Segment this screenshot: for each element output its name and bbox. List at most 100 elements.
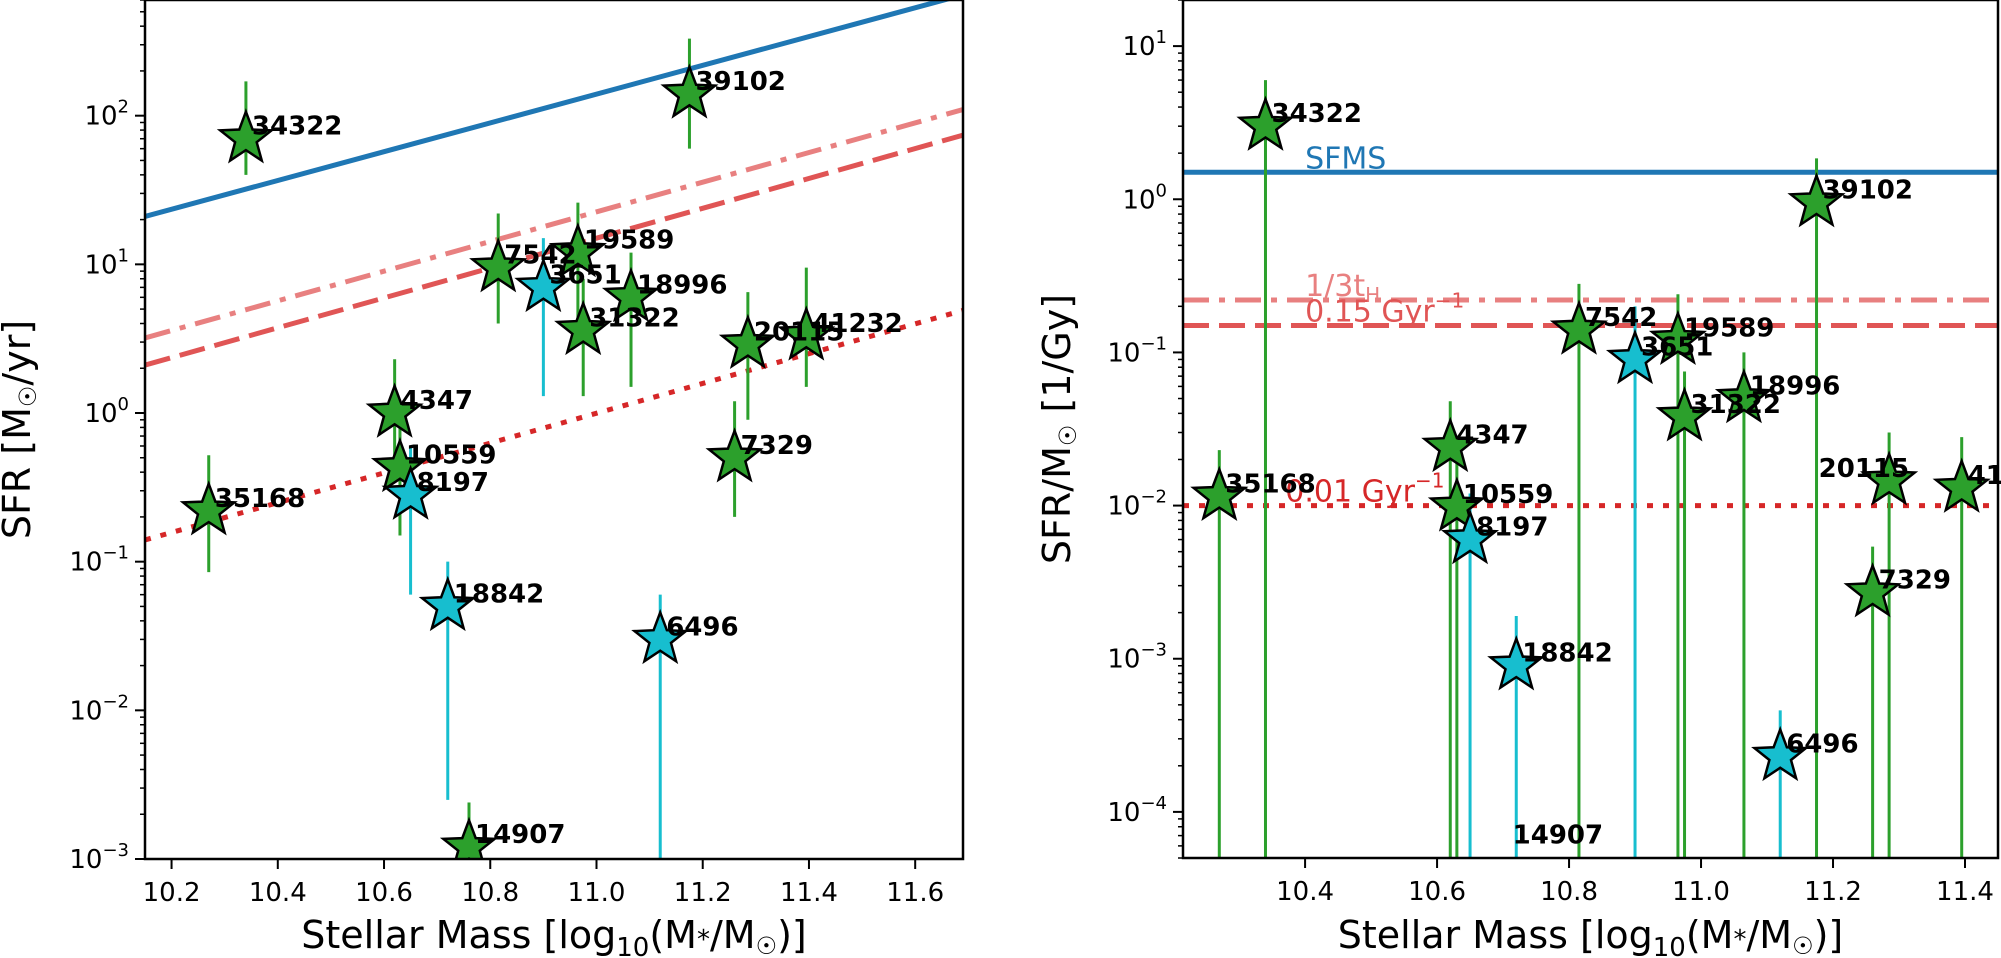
point-label-31322: 31322 (589, 303, 679, 333)
point-label-31322: 31322 (1691, 390, 1781, 420)
x-axis-label: Stellar Mass [log10(M*/M☉)] (1338, 913, 1844, 958)
data-point-star-7329[interactable] (705, 427, 764, 483)
data-point-star-35168[interactable] (179, 480, 238, 536)
x-tick-label: 10.6 (1408, 877, 1466, 907)
y-tick-label: 10−3 (69, 840, 129, 875)
x-tick-label: 11.4 (780, 878, 838, 908)
data-point-star-18842[interactable] (418, 575, 477, 632)
y-tick-label: 10−2 (1107, 487, 1167, 522)
point-label-18996: 18996 (1750, 372, 1840, 402)
point-label-20115: 20115 (1819, 454, 1909, 484)
point-label-18842: 18842 (454, 579, 544, 609)
point-label-19589: 19589 (584, 226, 674, 256)
data-point-star-20115[interactable] (718, 313, 777, 369)
data-point-star-7542[interactable] (469, 237, 528, 293)
data-point-star-19589[interactable] (1648, 309, 1707, 366)
reference-line-dotted (145, 307, 963, 543)
data-point-star-18996[interactable] (1714, 367, 1774, 424)
point-label-3651: 3651 (1641, 332, 1713, 362)
data-point-star-39102[interactable] (660, 63, 719, 119)
x-tick-label: 11.0 (1672, 877, 1730, 907)
x-tick-label: 10.8 (461, 878, 519, 908)
reference-line-label: SFMS (1305, 141, 1386, 176)
data-point-star-39102[interactable] (1787, 172, 1846, 228)
axes-frame (143, 0, 965, 861)
point-label-34322: 34322 (252, 112, 342, 142)
point-label-18842: 18842 (1522, 639, 1612, 669)
x-tick-label: 11.4 (1936, 877, 1994, 907)
data-point-star-6496[interactable] (1751, 725, 1810, 782)
x-axis-label: Stellar Mass [log10(M*/M☉)] (301, 913, 807, 958)
data-point-star-31322[interactable] (554, 299, 613, 356)
point-label-35168: 35168 (215, 484, 305, 514)
x-tick-label: 11.0 (568, 878, 626, 908)
y-tick-label: 10−1 (69, 543, 129, 578)
x-tick-label: 11.2 (674, 878, 732, 908)
data-point-star-6496[interactable] (631, 608, 690, 665)
x-tick-label: 10.6 (355, 878, 413, 908)
y-tick-label: 101 (84, 245, 129, 280)
point-label-41232: 41232 (812, 309, 902, 339)
point-label-6496: 6496 (1786, 729, 1858, 759)
data-point-star-8197[interactable] (1441, 509, 1500, 565)
x-tick-label: 11.6 (886, 878, 944, 908)
data-point-star-7329[interactable] (1843, 562, 1902, 618)
y-tick-label: 100 (1122, 180, 1167, 215)
y-tick-label: 102 (84, 97, 129, 132)
y-axis-label: SFR [M☉/yr] (0, 320, 42, 539)
x-tick-label: 10.2 (143, 878, 201, 908)
point-label-4347: 4347 (1456, 420, 1528, 450)
y-tick-label: 10−3 (1107, 640, 1167, 675)
point-label-8197: 8197 (417, 468, 489, 498)
y-axis-label: SFR/M☉ [1/Gy] (1035, 294, 1082, 564)
data-point-star-10559[interactable] (370, 436, 429, 493)
data-point-star-34322[interactable] (216, 108, 275, 164)
data-point-star-8197[interactable] (381, 464, 440, 520)
x-tick-label: 10.8 (1540, 877, 1598, 907)
reference-line-dashdot (145, 107, 963, 341)
x-tick-label: 10.4 (1276, 877, 1334, 907)
data-point-star-31322[interactable] (1655, 386, 1714, 442)
point-label-3651: 3651 (549, 260, 621, 290)
data-point-star-19589[interactable] (548, 222, 607, 278)
data-point-star-3651[interactable] (1605, 328, 1665, 385)
data-point-star-35168[interactable] (1190, 465, 1249, 521)
point-label-14907: 14907 (475, 820, 565, 850)
y-tick-label: 10−1 (1107, 333, 1167, 368)
point-label-35168: 35168 (1225, 469, 1315, 499)
x-tick-label: 10.4 (249, 878, 307, 908)
point-label-39102: 39102 (695, 67, 785, 97)
data-point-star-7542[interactable] (1549, 299, 1609, 355)
data-point-star-4347[interactable] (365, 382, 424, 438)
data-point-star-3651[interactable] (514, 256, 573, 313)
plot-area (145, 0, 963, 859)
point-label-39102: 39102 (1823, 176, 1913, 206)
reference-line-label: 1/3tH (1305, 269, 1380, 307)
point-label-7542: 7542 (504, 241, 576, 271)
data-point-star-4347[interactable] (1421, 416, 1480, 473)
axes-frame (1181, 0, 2000, 860)
point-label-7329: 7329 (1879, 566, 1951, 596)
point-label-7329: 7329 (741, 431, 813, 461)
point-label-34322: 34322 (1271, 99, 1361, 129)
data-point-star-34322[interactable] (1236, 95, 1295, 151)
y-tick-label: 10−2 (69, 691, 129, 726)
data-point-star-20115[interactable] (1860, 450, 1919, 506)
data-point-star-41232[interactable] (1932, 457, 1991, 513)
data-point-star-18842[interactable] (1487, 635, 1546, 691)
y-tick-label: 101 (1122, 27, 1167, 62)
data-point-star-41232[interactable] (777, 305, 836, 361)
point-label-6496: 6496 (666, 612, 738, 642)
point-label-8197: 8197 (1476, 513, 1548, 543)
point-label-10559: 10559 (406, 440, 496, 470)
x-tick-label: 11.2 (1804, 877, 1862, 907)
reference-line-dashed (145, 132, 963, 368)
data-point-star-18996[interactable] (601, 266, 661, 323)
data-point-star-10559[interactable] (1427, 476, 1486, 532)
point-label-7542: 7542 (1585, 303, 1657, 333)
point-label-41232: 41232 (1968, 461, 2001, 491)
reference-line-solid (145, 0, 954, 219)
